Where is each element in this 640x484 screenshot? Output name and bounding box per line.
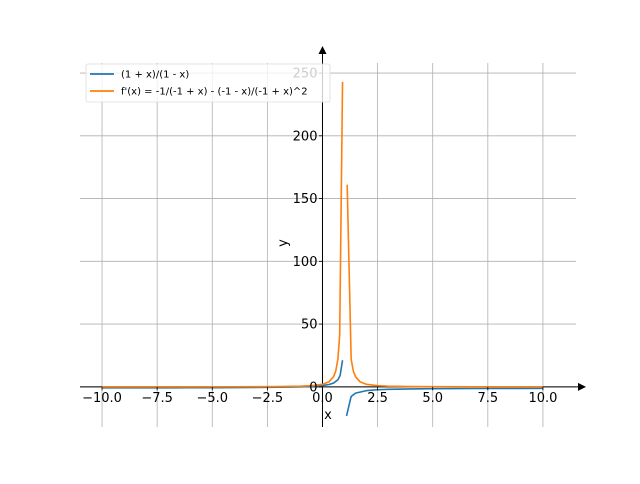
legend-box xyxy=(85,63,331,103)
series-layer xyxy=(102,81,543,417)
y-tick-label: 50 xyxy=(301,318,318,333)
axes-layer xyxy=(80,46,586,427)
x-tick-label: 7.5 xyxy=(477,391,498,406)
y-tick-label: 100 xyxy=(293,255,318,270)
x-tick-label: −10.0 xyxy=(82,391,122,406)
x-axis-label: x xyxy=(324,408,332,423)
x-tick-label: −7.5 xyxy=(141,391,173,406)
series-line-1 xyxy=(102,81,344,388)
x-tick-label: −5.0 xyxy=(196,391,228,406)
y-axis-arrow xyxy=(318,46,327,54)
grid-layer xyxy=(80,63,576,427)
y-tick-label: 150 xyxy=(293,192,318,207)
x-axis-arrow xyxy=(578,382,586,391)
x-tick-label: 10.0 xyxy=(528,391,557,406)
y-tick-label: 200 xyxy=(293,129,318,144)
x-tick-label: 2.5 xyxy=(367,391,388,406)
legend-label-0: (1 + x)/(1 - x) xyxy=(121,70,189,81)
x-tick-label: −2.5 xyxy=(252,391,284,406)
series-line-0 xyxy=(345,387,543,417)
series-line-0 xyxy=(102,360,344,389)
legend-label-1: f'(x) = -1/(-1 + x) - (-1 - x)/(-1 + x)^… xyxy=(121,87,308,98)
ticks-layer: −10.0 −7.5 −5.0 −2.5 0.0 2.5 5.0 7.5 10.0 0 50 100 1… xyxy=(82,67,557,406)
x-tick-label: 0.0 xyxy=(312,391,333,406)
series-line-1 xyxy=(346,184,543,388)
y-tick-label: 0 xyxy=(309,380,317,395)
legend: (1 + x)/(1 - x) f'(x) = -1/(-1 + x) - (-1… xyxy=(85,63,331,103)
y-axis-label: y xyxy=(276,239,291,247)
x-tick-label: 5.0 xyxy=(422,391,443,406)
